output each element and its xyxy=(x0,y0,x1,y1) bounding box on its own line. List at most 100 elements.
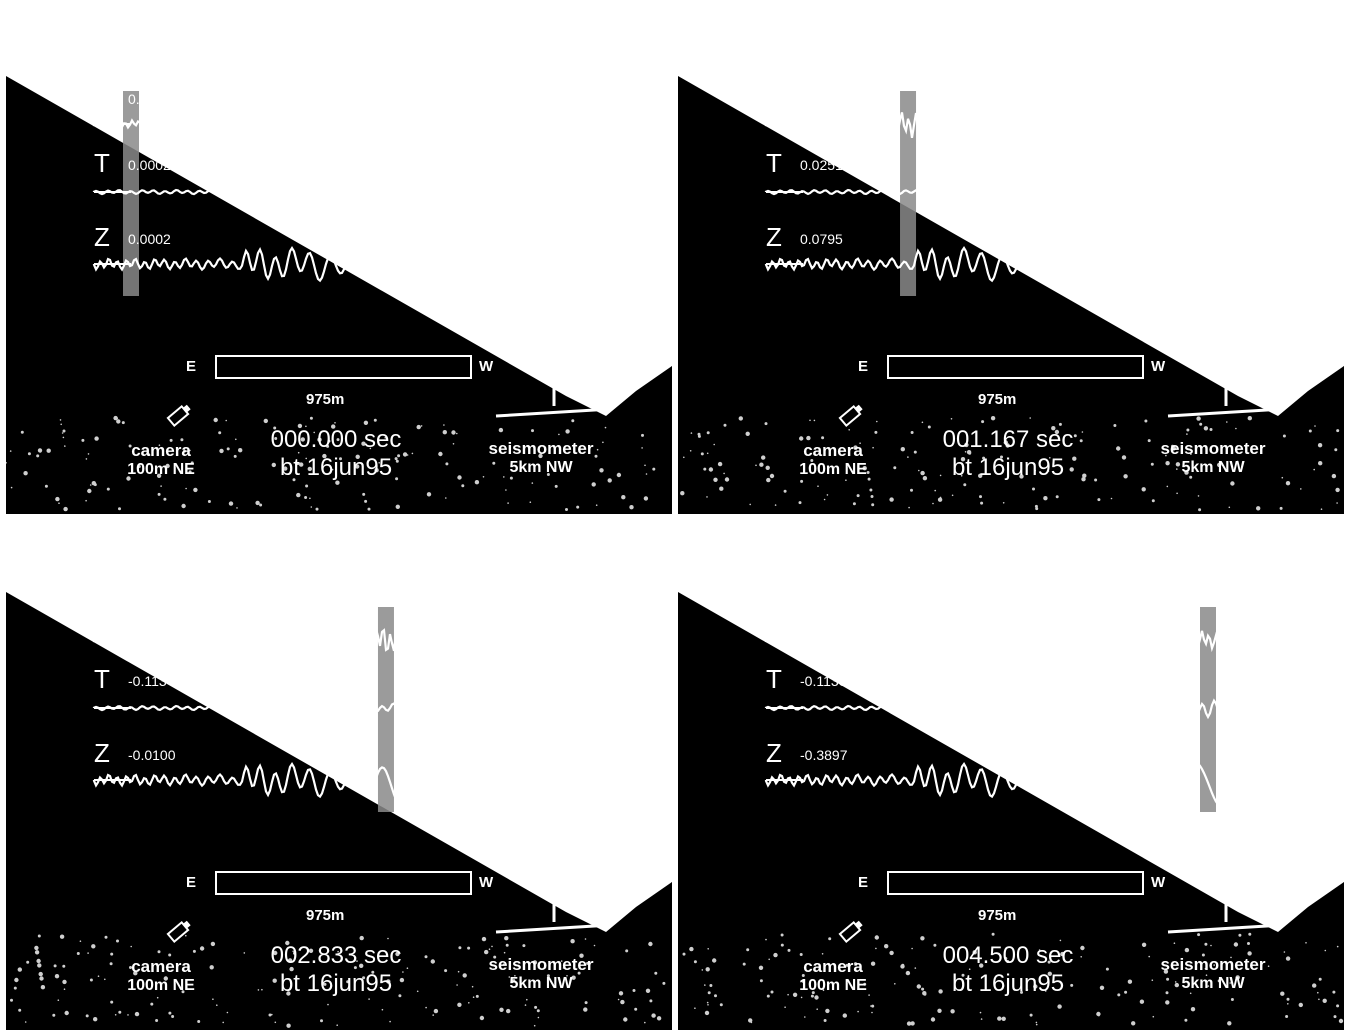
ground-speckle xyxy=(680,491,685,496)
ground-speckle xyxy=(875,947,877,950)
ground-speckle xyxy=(406,967,409,969)
ground-speckle xyxy=(821,953,824,955)
ground-speckle xyxy=(816,1008,818,1010)
ground-speckle xyxy=(529,501,532,504)
ground-speckle xyxy=(467,946,471,950)
ground-speckle xyxy=(85,458,88,460)
ground-speckle xyxy=(900,447,905,452)
frame-graphics xyxy=(678,6,1344,514)
ground-speckle xyxy=(126,476,131,481)
ground-speckle xyxy=(474,480,480,485)
ground-speckle xyxy=(116,419,121,424)
ground-speckle xyxy=(703,467,707,471)
ground-speckle xyxy=(813,419,816,422)
ground-speckle xyxy=(216,1004,218,1006)
ground-speckle xyxy=(709,984,713,987)
ground-speckle xyxy=(750,1021,753,1024)
ground-speckle xyxy=(978,473,983,478)
ground-speckle xyxy=(524,1004,527,1006)
ground-speckle xyxy=(113,415,118,421)
ground-speckle xyxy=(1336,945,1339,948)
ground-speckle xyxy=(1305,942,1307,944)
ground-speckle xyxy=(1334,448,1338,452)
ground-speckle xyxy=(1096,1011,1101,1017)
ground-speckle xyxy=(717,461,723,467)
ground-speckle xyxy=(150,1002,154,1006)
ground-speckle xyxy=(165,463,170,469)
ground-speckle xyxy=(479,1015,485,1021)
ground-speckle xyxy=(97,975,100,977)
amplitude-t: -0.1134 xyxy=(128,673,175,689)
ground-speckle xyxy=(871,1011,873,1014)
frame-graphics xyxy=(6,522,672,1030)
ground-speckle xyxy=(723,472,725,475)
ground-speckle xyxy=(273,426,277,430)
ground-speckle xyxy=(308,948,314,953)
ground-speckle xyxy=(1285,1015,1289,1018)
ground-speckle xyxy=(1035,1021,1038,1024)
ground-speckle xyxy=(1228,506,1231,509)
ground-speckle xyxy=(920,936,925,941)
scale-bar-label: 1 sec xyxy=(996,571,1029,586)
ground-speckle xyxy=(228,501,234,506)
ground-speckle xyxy=(1079,439,1083,443)
ground-speckle xyxy=(1171,961,1174,964)
east-west-scale-box xyxy=(215,355,472,379)
ground-speckle xyxy=(445,497,447,499)
ground-speckle xyxy=(981,420,985,424)
ground-speckle xyxy=(58,502,60,505)
ground-speckle xyxy=(1127,979,1133,984)
ground-speckle xyxy=(458,946,462,950)
ground-speckle xyxy=(748,1018,753,1023)
ground-speckle xyxy=(503,476,505,478)
ground-speckle xyxy=(104,935,108,939)
ground-speckle xyxy=(395,504,400,509)
ground-speckle xyxy=(356,960,358,962)
ground-speckle xyxy=(889,497,894,502)
ground-speckle xyxy=(792,992,798,997)
ground-speckle xyxy=(355,464,360,469)
ground-speckle xyxy=(156,473,162,478)
ground-speckle xyxy=(848,429,850,431)
ground-speckle xyxy=(362,976,366,980)
ground-speckle xyxy=(704,984,706,986)
ground-speckle xyxy=(268,1013,272,1017)
ground-speckle xyxy=(118,1010,122,1014)
ground-speckle xyxy=(60,423,62,426)
ground-speckle xyxy=(505,943,509,947)
ground-speckle xyxy=(576,505,580,509)
ground-speckle xyxy=(1317,443,1323,448)
ground-speckle xyxy=(1235,427,1237,430)
ground-speckle xyxy=(689,946,694,952)
ground-speckle xyxy=(1230,481,1235,486)
ground-speckle xyxy=(591,482,596,487)
ground-speckle xyxy=(315,507,319,511)
ground-speckle xyxy=(106,487,110,491)
ground-speckle xyxy=(395,951,400,957)
ground-speckle xyxy=(420,425,423,427)
ground-speckle xyxy=(399,977,405,983)
ground-speckle xyxy=(286,1023,291,1028)
ground-speckle xyxy=(536,1009,540,1013)
ground-speckle xyxy=(980,1018,983,1020)
ground-speckle xyxy=(36,454,40,458)
ground-speckle xyxy=(1026,989,1029,991)
ground-speckle xyxy=(335,480,340,485)
ground-speckle xyxy=(852,502,856,506)
ground-speckle xyxy=(1198,508,1202,512)
ground-speckle xyxy=(1197,933,1201,937)
ground-speckle xyxy=(963,483,967,487)
ground-speckle xyxy=(1235,975,1240,980)
ground-speckle xyxy=(701,969,704,971)
ground-speckle xyxy=(910,431,914,434)
ground-speckle xyxy=(960,457,966,462)
ground-speckle xyxy=(1034,504,1038,508)
ground-speckle xyxy=(770,990,774,994)
east-label: E xyxy=(186,358,197,375)
ground-speckle xyxy=(979,1011,982,1014)
ground-speckle xyxy=(1002,502,1005,504)
ground-speckle xyxy=(181,990,185,994)
ground-speckle xyxy=(874,430,878,434)
component-label-z: Z xyxy=(94,222,110,252)
ground-speckle xyxy=(157,492,161,496)
